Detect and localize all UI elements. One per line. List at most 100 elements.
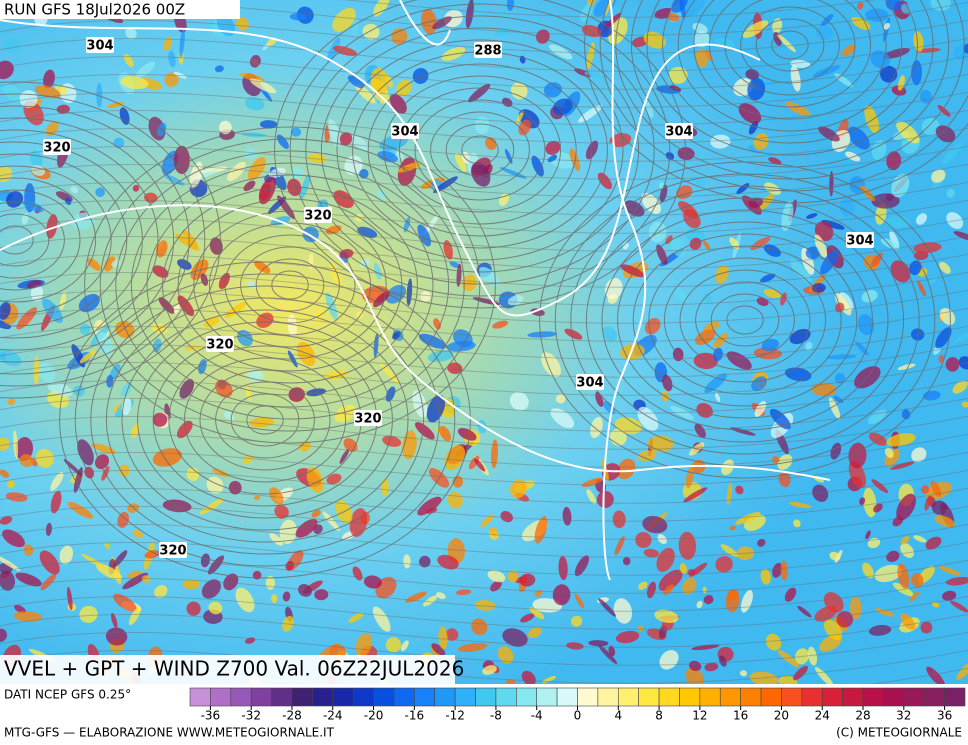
colorbar-swatch [373,687,395,707]
field-blob [850,596,862,620]
field-blob [120,76,149,90]
field-blob [736,546,755,561]
field-blob [119,107,130,125]
field-blob [0,302,11,320]
colorbar-swatch [271,687,293,707]
streamline [0,631,968,666]
colorbar-swatch [475,687,497,707]
field-blob [173,71,187,79]
field-blob [7,398,16,406]
field-blob [550,408,575,429]
colorbar-swatch [250,687,272,707]
field-blob [826,354,857,360]
field-blob [726,482,733,506]
field-blob [0,60,14,80]
field-blob [685,667,704,684]
streamline [208,222,372,348]
field-blob [683,209,701,229]
field-blob [883,22,891,30]
field-blob [445,628,459,641]
field-blob [693,31,710,48]
field-blob [857,314,875,336]
streamline [0,189,81,291]
field-blob [946,189,955,198]
field-blob [506,0,515,12]
field-blob [884,447,894,459]
field-blob [6,480,15,489]
field-blob [920,621,933,634]
streamline [539,161,951,479]
field-blob [552,98,573,116]
field-blob [663,584,674,596]
streamline [0,73,968,108]
streamline [105,297,425,543]
field-blob [277,195,295,220]
field-blob [372,606,391,632]
field-blob [848,460,867,489]
footer-left: MTG-GFS — ELABORAZIONE WWW.METEOGIORNALE… [4,726,335,740]
streamline [0,153,128,327]
field-blob [135,61,156,79]
field-blob [956,660,968,681]
field-blob [79,323,91,336]
field-blob [456,589,472,596]
field-blob [359,258,370,269]
field-blob [435,592,446,600]
field-blob [778,675,798,684]
field-blob [921,117,940,136]
field-blob [168,50,176,68]
field-blob [536,29,550,44]
colorbar-tick-label: -16 [405,709,425,723]
field-blob [807,646,818,666]
field-blob [785,102,811,117]
field-blob [59,545,74,565]
field-blob [671,0,688,13]
contour-label-box [354,410,382,426]
field-blob [935,125,956,143]
field-blob [500,510,513,523]
field-blob [930,480,942,497]
field-blob [718,655,727,667]
streamline [177,198,403,372]
field-blob [56,104,70,114]
field-blob [679,562,687,575]
field-blob [861,289,878,303]
field-blob [646,581,657,599]
field-blob [163,36,173,51]
colorbar-tick-label: 36 [937,709,952,723]
field-blob [953,231,968,242]
field-blob [104,256,116,272]
field-blob [241,132,267,138]
field-blob [287,314,297,338]
field-blob [510,82,528,100]
field-blob [363,575,382,589]
field-blob [704,373,728,393]
contour-label: 304 [576,376,603,391]
field-blob [348,612,364,623]
field-blob [865,8,889,22]
field-blob [917,280,926,297]
field-blob [823,619,843,641]
field-blob [777,650,800,668]
streamline [0,55,968,90]
field-blob [641,192,661,214]
field-blob [179,379,195,399]
field-blob [595,391,604,407]
field-blob [279,519,297,544]
field-blob [882,47,910,59]
field-blob [590,416,603,439]
field-blob [446,340,476,352]
field-blob [815,24,833,41]
field-blob [377,150,398,163]
colorbar-swatch [658,687,680,707]
contour-label-box [391,123,419,139]
field-blob [896,493,916,521]
field-blob [953,328,968,343]
colorbar-swatch [414,687,436,707]
streamline [679,269,811,371]
colorbar-swatch [393,687,415,707]
field-blob [91,443,117,454]
field-blob [282,591,291,602]
field-blob [751,376,767,392]
field-blob [3,37,20,53]
